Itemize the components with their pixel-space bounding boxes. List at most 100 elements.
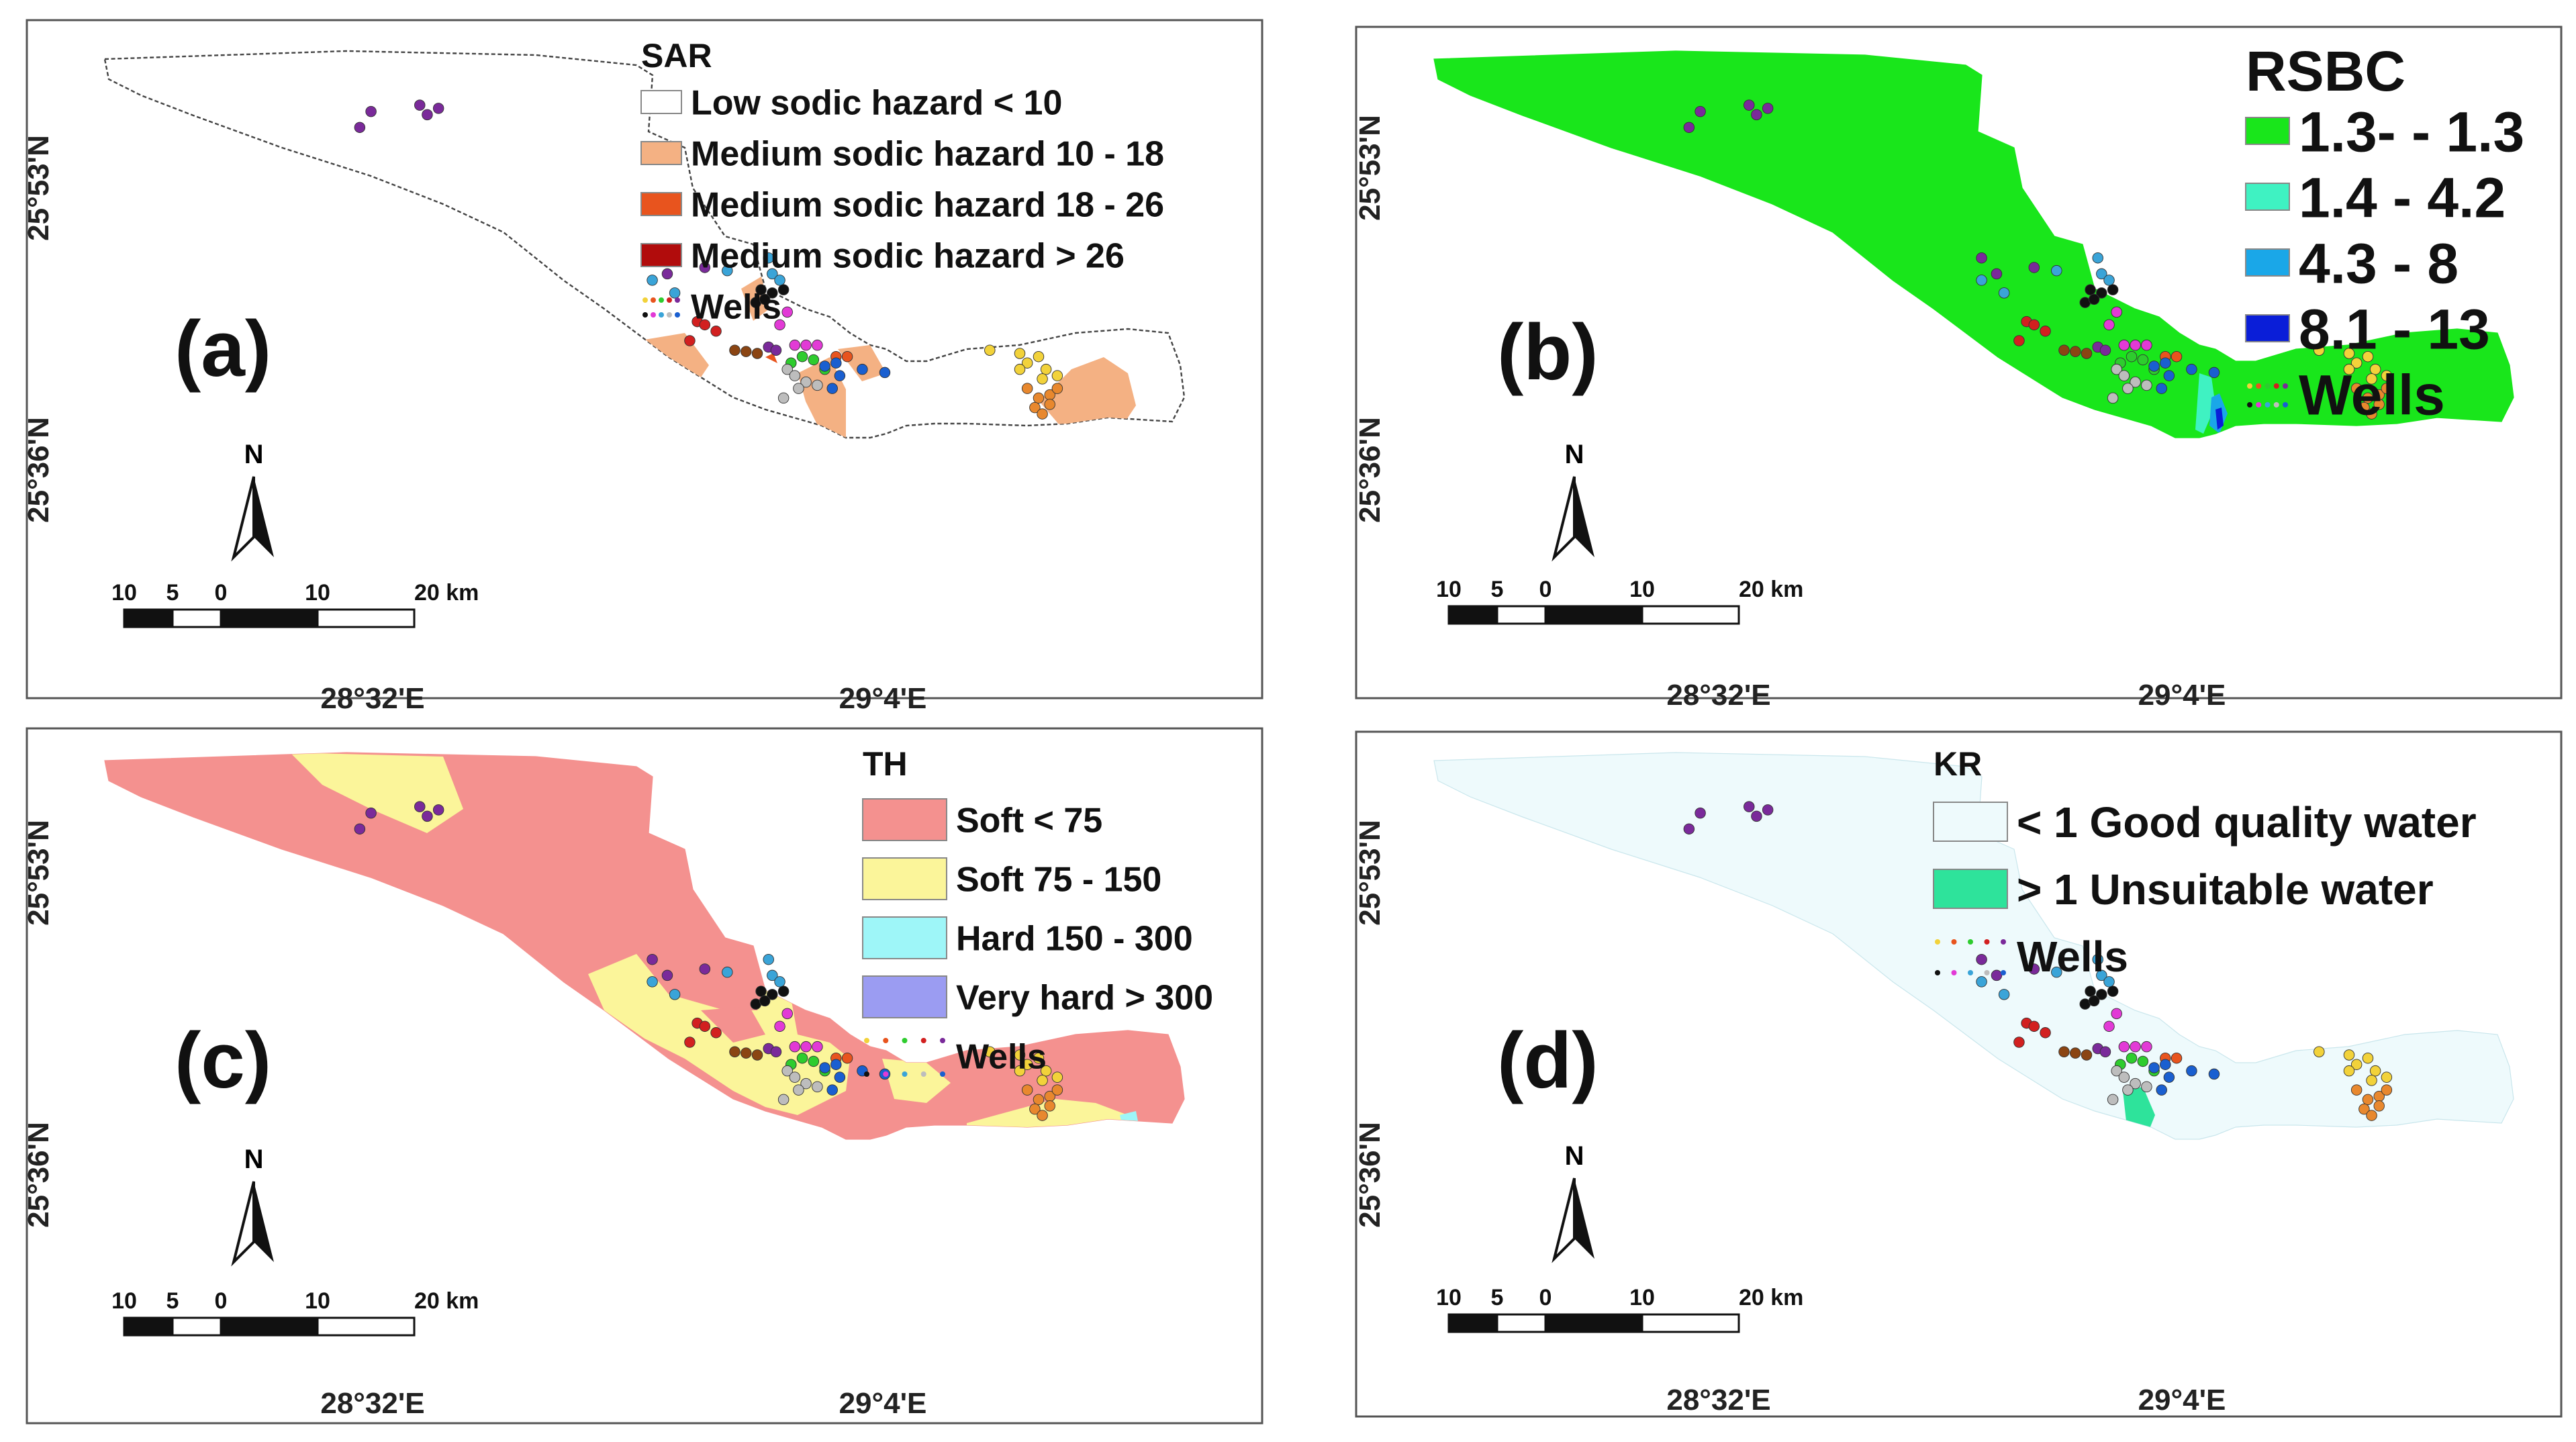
well-point — [2350, 357, 2363, 369]
well-point — [777, 392, 790, 404]
well-point — [2122, 383, 2134, 394]
well-point — [751, 1049, 763, 1061]
well-point — [2028, 319, 2040, 331]
legend-item: 1.4 - 4.2 — [2245, 166, 2506, 229]
scale-bar: 10 5 0 10 20 km — [1436, 1285, 1803, 1333]
well-point — [2111, 1008, 2122, 1020]
well-point — [2103, 275, 2115, 286]
well-point — [767, 969, 778, 981]
well-point — [774, 275, 785, 286]
well-point — [819, 360, 830, 372]
well-point — [759, 293, 771, 305]
lon-west-label: 28°32'E — [320, 682, 424, 715]
well-point — [2088, 995, 2100, 1007]
scale-segment — [1496, 1313, 1547, 1333]
well-point — [2092, 252, 2103, 264]
legend-swatch — [862, 798, 947, 841]
scale-tick-label: 20 km — [414, 580, 479, 606]
well-point — [2366, 1075, 2377, 1086]
scale-segment — [1447, 605, 1498, 625]
well-point — [365, 105, 377, 117]
scale-segment — [1544, 1313, 1643, 1333]
well-point — [1033, 1052, 1045, 1064]
well-point — [796, 1052, 808, 1064]
lat-south-label: 25°36'N — [22, 1122, 55, 1228]
well-point — [2141, 1081, 2152, 1093]
well-point — [354, 122, 366, 134]
well-point — [789, 370, 801, 381]
well-point — [1991, 268, 2003, 280]
well-point — [1683, 823, 1695, 835]
north-label: N — [244, 1145, 264, 1174]
well-point — [1695, 807, 1706, 819]
legend-swatch — [862, 975, 947, 1018]
well-point — [2170, 1052, 2183, 1064]
wells-symbol — [642, 297, 680, 318]
north-arrow: N — [231, 1145, 274, 1267]
well-point — [767, 989, 778, 1000]
well-point — [2350, 383, 2363, 394]
scale-tick-label: 10 — [1436, 1285, 1462, 1310]
legend-swatch — [2245, 117, 2290, 145]
well-point — [1976, 953, 1987, 965]
well-point — [2126, 350, 2138, 363]
scale-segment — [171, 608, 222, 628]
well-point — [2070, 1047, 2081, 1059]
north-arrow: N — [1552, 440, 1594, 562]
well-point — [2103, 976, 2115, 988]
legend-label: Medium sodic hazard 10 - 18 — [691, 135, 1164, 174]
well-point — [774, 976, 785, 988]
scale-tick-label: 5 — [1491, 1285, 1504, 1310]
well-point — [800, 1041, 812, 1053]
wells-symbol — [1935, 939, 2006, 975]
legend-item-wells: Wells — [1935, 932, 2128, 981]
legend-swatch — [1933, 802, 2008, 842]
panel-label: (d) — [1497, 1016, 1599, 1105]
scale-segment — [220, 1316, 319, 1337]
legend-swatch — [862, 857, 947, 900]
well-point — [699, 1020, 711, 1032]
well-point — [2373, 399, 2385, 410]
scale-bar: 10 5 0 10 20 km — [111, 1288, 479, 1337]
well-point — [1021, 1084, 1033, 1096]
well-point — [1976, 275, 1987, 286]
panel-d-kr-map: KR < 1 Good quality water > 1 Unsuitable … — [1353, 730, 2563, 1418]
legend-swatch — [862, 916, 947, 959]
lon-east-label: 29°4'E — [2138, 1384, 2226, 1416]
lon-west-label: 28°32'E — [1666, 679, 1770, 712]
well-point — [661, 969, 673, 981]
well-point — [808, 354, 820, 366]
well-point — [1976, 976, 1987, 988]
legend-item: 4.3 - 8 — [2245, 232, 2459, 295]
well-point — [763, 252, 774, 264]
well-point — [647, 953, 658, 965]
well-point — [2103, 1020, 2115, 1032]
well-point — [699, 963, 711, 975]
panel-c-th-map: TH Soft < 75 Soft 75 - 150 Hard 150 - 300 V… — [22, 727, 1263, 1425]
wells-symbol — [864, 1038, 945, 1077]
well-point — [2070, 346, 2081, 357]
scale-tick-label: 10 — [305, 580, 330, 606]
wells-symbol — [2247, 383, 2288, 407]
well-point — [2362, 350, 2374, 363]
well-point — [826, 383, 838, 394]
well-point — [1044, 1100, 1055, 1112]
well-point — [841, 350, 853, 363]
well-point — [751, 348, 763, 359]
well-point — [2141, 1041, 2152, 1053]
well-point — [2103, 319, 2115, 331]
well-point — [1037, 1110, 1048, 1121]
well-point — [2058, 1046, 2070, 1057]
well-point — [2381, 370, 2393, 381]
well-point — [2137, 1055, 2149, 1067]
well-point — [830, 357, 842, 369]
scale-tick-label: 0 — [215, 580, 228, 606]
well-point — [857, 363, 868, 375]
well-point — [781, 363, 793, 375]
well-point — [826, 1084, 838, 1096]
scale-tick-label: 5 — [1491, 577, 1504, 602]
legend-swatch — [640, 243, 682, 267]
well-point — [2107, 1094, 2119, 1106]
well-point — [841, 1052, 853, 1064]
well-point — [2130, 376, 2141, 388]
